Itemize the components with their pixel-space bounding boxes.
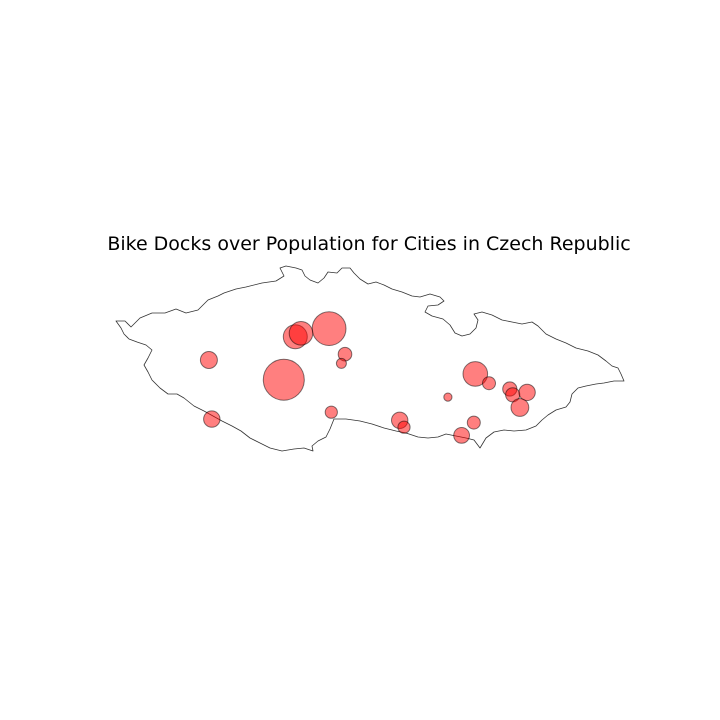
czech-republic-outline bbox=[115, 265, 625, 452]
city-bubble bbox=[199, 351, 218, 369]
city-bubble bbox=[510, 398, 530, 417]
city-bubble bbox=[462, 361, 489, 387]
city-bubble bbox=[453, 427, 471, 444]
city-bubble bbox=[311, 311, 347, 347]
city-bubble bbox=[397, 420, 411, 434]
city-bubble bbox=[335, 357, 347, 369]
city-bubble bbox=[262, 358, 305, 401]
map-title: Bike Docks over Population for Cities in… bbox=[107, 233, 630, 255]
city-bubble bbox=[518, 383, 536, 402]
city-bubble bbox=[288, 321, 314, 346]
city-bubble bbox=[203, 410, 221, 428]
city-bubbles-layer bbox=[199, 311, 536, 444]
city-bubble bbox=[482, 376, 496, 391]
city-bubble bbox=[466, 415, 481, 430]
city-bubble bbox=[443, 392, 453, 402]
city-bubble bbox=[324, 405, 338, 419]
